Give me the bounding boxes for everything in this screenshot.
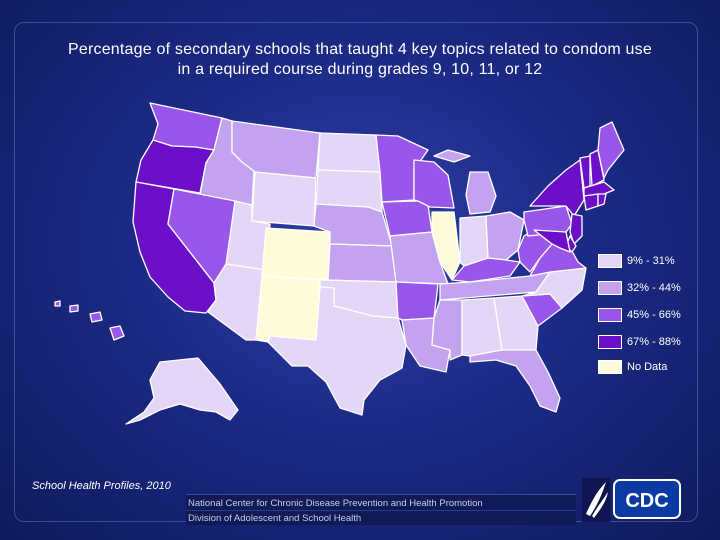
state-NY	[529, 159, 585, 217]
legend-swatch	[598, 281, 622, 295]
state-AR	[395, 281, 439, 321]
footer-center-name: National Center for Chronic Disease Prev…	[188, 498, 483, 509]
state-NM	[255, 275, 321, 343]
legend-label: 32% - 44%	[627, 282, 681, 294]
state-RI	[597, 193, 607, 207]
state-IA	[381, 200, 433, 237]
state-CT	[583, 193, 599, 211]
title-line-2: in a required course during grades 9, 10…	[177, 61, 543, 78]
state-MO	[389, 231, 449, 285]
footer-division-name: Division of Adolescent and School Health	[188, 513, 362, 524]
footer-divider	[186, 510, 576, 511]
state-MI	[433, 149, 497, 215]
legend-label: 9% - 31%	[627, 255, 675, 267]
state-MD	[533, 229, 571, 253]
map-title: Percentage of secondary schools that tau…	[20, 40, 700, 80]
legend-swatch	[598, 360, 622, 374]
state-NH	[589, 149, 605, 187]
legend-label: 67% - 88%	[627, 336, 681, 348]
state-MA	[583, 181, 615, 197]
state-IN	[459, 215, 489, 267]
state-WI	[413, 159, 455, 209]
cdc-badge	[613, 479, 681, 519]
state-HI	[54, 300, 125, 341]
state-TX	[267, 286, 407, 416]
state-AK	[125, 357, 239, 425]
legend-swatch	[598, 308, 622, 322]
legend-label: No Data	[627, 361, 668, 373]
title-line-1: Percentage of secondary schools that tau…	[68, 41, 652, 58]
state-NJ	[569, 213, 583, 245]
state-ME	[597, 121, 625, 179]
source-note: School Health Profiles, 2010	[32, 480, 171, 492]
legend-swatch	[598, 254, 622, 268]
state-GA	[493, 295, 539, 351]
state-KS	[327, 243, 397, 283]
footer-bar: National Center for Chronic Disease Prev…	[186, 494, 576, 525]
legend-swatch	[598, 335, 622, 349]
state-ND	[317, 132, 381, 173]
cdc-logo-text: CDC	[625, 490, 668, 512]
state-FL	[469, 349, 561, 413]
state-WY	[251, 171, 317, 227]
state-WV	[517, 229, 553, 273]
legend-label: 45% - 66%	[627, 309, 681, 321]
state-CO	[261, 227, 331, 281]
cdc-logo: CDC	[582, 478, 681, 522]
